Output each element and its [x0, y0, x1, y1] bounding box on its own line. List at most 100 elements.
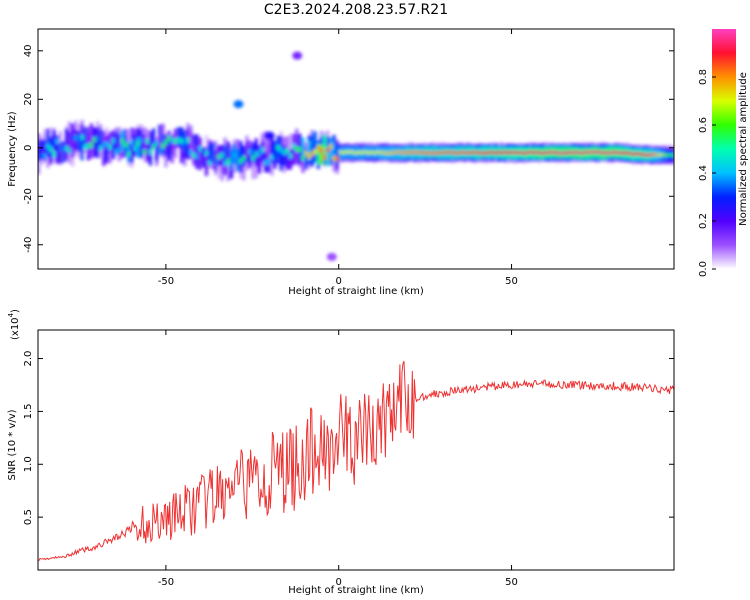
heatmap-cell [662, 153, 666, 157]
heatmap-cell [38, 140, 41, 146]
heatmap-cell [161, 143, 165, 149]
heatmap-cell [245, 157, 249, 163]
snr-y-multiplier: (x104) [7, 309, 21, 340]
heatmap-cell [270, 154, 274, 160]
heatmap-cell [148, 149, 153, 155]
heatmap-cell [276, 145, 280, 151]
heatmap-cell [503, 150, 507, 154]
heatmap-cell [665, 154, 669, 157]
heatmap-cell [102, 130, 106, 152]
heatmap-cell [344, 150, 349, 154]
heatmap-cell [459, 150, 464, 154]
heatmap-cell [211, 143, 215, 164]
heatmap-cell [217, 154, 221, 160]
heatmap-cell [646, 153, 650, 157]
heatmap-cell [487, 151, 492, 155]
figure-title: C2E3.2024.208.23.57.R21 [264, 2, 448, 18]
heatmap-cell [186, 138, 190, 160]
heatmap-cell [291, 144, 296, 150]
heatmap-cell [226, 158, 230, 164]
heatmap-cell [326, 145, 330, 167]
heatmap-cell [543, 151, 548, 155]
y-tick-label: 1.5 [23, 403, 34, 419]
heatmap-cell [198, 146, 202, 152]
heatmap-cell [593, 150, 598, 154]
heatmap-cell [201, 147, 206, 168]
heatmap-cell [360, 151, 364, 155]
heatmap-cell [130, 142, 134, 163]
spectrogram-panel: -50 0 50 -40 -20 0 20 40 Height of straight li… [7, 28, 675, 297]
heatmap-cell [500, 151, 504, 155]
x-tick-label: -50 [158, 577, 174, 588]
heatmap-cell [251, 148, 255, 178]
heatmap-cell [319, 148, 324, 154]
y-tick-label: -20 [23, 188, 34, 204]
heatmap-cell [413, 150, 417, 154]
heatmap-cell [148, 130, 153, 152]
heatmap-feature [264, 131, 275, 140]
heatmap-cell [46, 143, 50, 149]
heatmap-cell [512, 151, 517, 155]
snr-frame [37, 329, 675, 571]
y-tick-label: 2.0 [23, 351, 34, 367]
heatmap-cell [612, 150, 616, 154]
heatmap-cell [173, 138, 178, 144]
heatmap-cell [95, 136, 100, 142]
heatmap-cell [630, 152, 635, 156]
heatmap-cell [578, 151, 582, 155]
heatmap-cell [350, 150, 355, 154]
heatmap-cell [456, 151, 461, 155]
heatmap-cell [596, 150, 601, 154]
heatmap-cell [606, 151, 610, 155]
heatmap-cell [366, 151, 370, 155]
heatmap-cell [83, 144, 87, 150]
heatmap-cell [67, 148, 72, 154]
heatmap-cell [291, 144, 296, 166]
heatmap-cell [142, 134, 146, 155]
heatmap-cell [434, 151, 439, 155]
heatmap-cell [347, 150, 352, 154]
heatmap-cell [179, 134, 184, 164]
heatmap-cell [285, 148, 290, 154]
heatmap-cell [229, 160, 234, 166]
svg-text:(x104): (x104) [7, 309, 21, 340]
heatmap-cell [239, 140, 243, 162]
heatmap-cell [158, 134, 162, 156]
snr-multiplier-close: ) [10, 309, 21, 313]
heatmap-cell [323, 154, 327, 160]
heatmap-cell [183, 139, 187, 145]
heatmap-cell [242, 155, 246, 161]
heatmap-cell [99, 129, 103, 151]
heatmap-cell [123, 142, 128, 148]
colorbar-tick-label: 0.4 [698, 165, 709, 181]
heatmap-cell [99, 145, 103, 151]
heatmap-cell [643, 153, 647, 157]
heatmap-cell [624, 151, 629, 155]
heatmap-cell [363, 150, 367, 154]
heatmap-cell [77, 139, 81, 145]
heatmap-cell [307, 153, 311, 160]
colorbar-tick-label: 0.6 [698, 117, 709, 133]
heatmap-cell [403, 151, 408, 155]
snr-y-axis-label: SNR (10 * v/v) [7, 409, 18, 480]
x-tick-label: -50 [158, 276, 174, 287]
heatmap-cell [568, 150, 573, 154]
heatmap-cell [388, 151, 392, 155]
heatmap-cell [223, 145, 227, 167]
heatmap-cell [229, 149, 234, 170]
heatmap-cell [587, 151, 591, 154]
heatmap-cell [71, 135, 75, 141]
heatmap-cell [310, 146, 314, 167]
heatmap-cell [385, 151, 389, 155]
heatmap-cell [422, 151, 426, 155]
heatmap-cell [130, 139, 134, 145]
heatmap-cell [71, 137, 75, 158]
heatmap-feature [233, 100, 244, 109]
heatmap-cell [444, 150, 448, 154]
heatmap-cell [151, 143, 156, 150]
heatmap-cell [419, 151, 423, 155]
heatmap-cell [671, 153, 674, 157]
heatmap-cell [668, 153, 672, 157]
heatmap-cell [133, 134, 137, 155]
heatmap-cell [506, 151, 510, 155]
